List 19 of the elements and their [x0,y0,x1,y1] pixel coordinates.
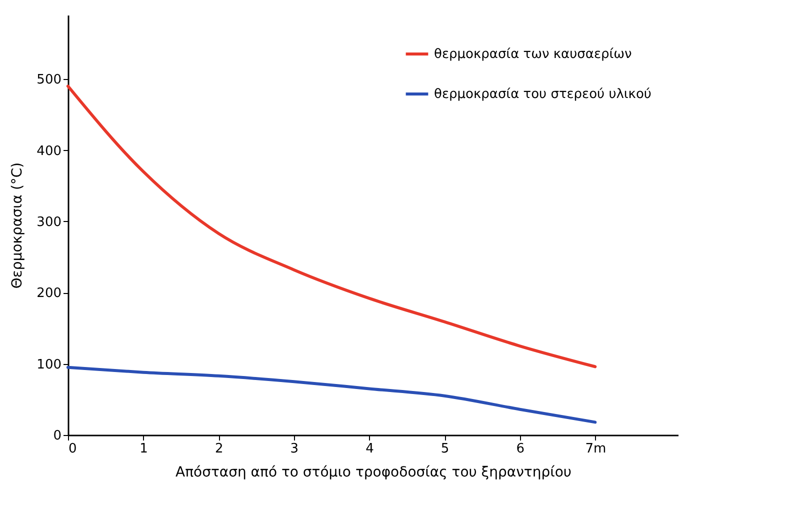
line-series [66,366,597,424]
y-tick-label: 300 [36,214,62,230]
x-tick-label: 1 [140,442,148,456]
x-tick-label: 6 [516,442,524,456]
legend-label: θερμοκρασία των καυσαερίων [434,47,632,62]
y-tick-label: 400 [36,144,62,159]
legend-label: θερμοκρασία του στερεού υλικού [434,87,652,102]
x-tick-label: 2 [214,442,224,456]
y-tick-label: 0 [53,428,62,444]
y-axis-title: Θερμοκρασια (°C) [10,162,26,289]
y-tick-label: 100 [36,357,62,372]
x-tick-label: 7m [585,442,606,456]
x-axis-title: Απόσταση από το στόμιο τροφοδοσίας του ξηραντηρίου [175,464,572,480]
y-tick-label: 500 [36,72,62,88]
y-tick-label: 200 [36,286,62,302]
x-tick-label: 4 [366,442,374,456]
x-tick-label: 3 [290,442,299,456]
x-tick-label: 5 [440,442,450,456]
x-tick-label: 0 [68,442,77,456]
